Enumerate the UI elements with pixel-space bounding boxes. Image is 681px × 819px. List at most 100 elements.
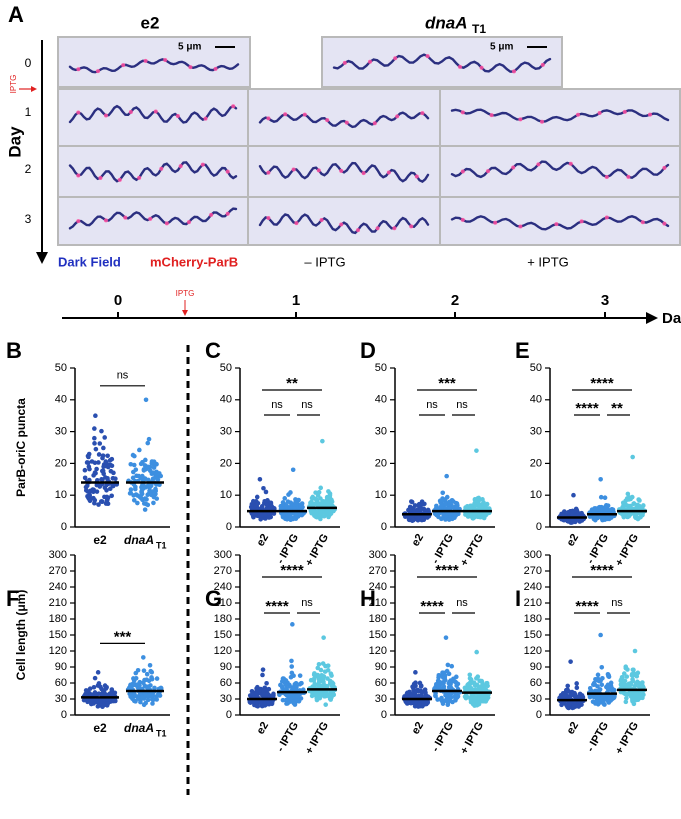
dot	[261, 691, 267, 697]
micrograph	[247, 196, 441, 246]
x-tick-label: - IPTG	[585, 720, 612, 754]
y-tick-label: 50	[375, 362, 387, 374]
dot	[87, 466, 92, 472]
dot	[468, 677, 474, 682]
x-tick-label: e2	[565, 532, 582, 549]
parb-focus	[536, 162, 541, 167]
dot-cloud	[618, 648, 647, 707]
dot	[441, 680, 446, 686]
dot	[95, 704, 101, 709]
parb-focus	[568, 161, 573, 166]
y-tick-label: 0	[381, 521, 387, 533]
dot	[477, 504, 482, 510]
dot	[320, 438, 325, 444]
parb-focus	[76, 110, 81, 115]
x-tick-label: - IPTG	[430, 532, 457, 566]
dot	[595, 672, 601, 678]
dot	[138, 475, 144, 481]
dot	[131, 682, 137, 688]
parb-focus	[375, 226, 380, 231]
dot	[422, 501, 427, 507]
dot	[153, 471, 158, 477]
dot	[619, 682, 624, 688]
dot	[411, 687, 417, 693]
significance-label: ns	[456, 399, 468, 411]
dot	[628, 496, 633, 502]
dot	[639, 694, 645, 699]
panel-letter: E	[515, 338, 530, 363]
y-tick-label: 20	[530, 457, 542, 469]
micrograph	[439, 145, 681, 198]
dot	[150, 697, 156, 703]
dot	[299, 501, 305, 506]
dot	[440, 701, 446, 706]
x-tick-label: - IPTG	[585, 532, 612, 566]
dot	[405, 690, 410, 696]
y-tick-label: 40	[530, 394, 542, 406]
parb-focus	[225, 211, 230, 216]
dot	[629, 672, 635, 678]
dot	[630, 699, 635, 704]
dot	[128, 487, 134, 492]
dot	[327, 678, 333, 684]
dot	[474, 649, 479, 655]
day-tick: 2	[25, 162, 32, 176]
dot	[153, 486, 158, 492]
dot	[254, 703, 260, 709]
y-tick-label: 210	[524, 597, 542, 609]
parb-focus	[128, 109, 133, 114]
dot	[101, 702, 107, 708]
significance-label: ns	[301, 597, 313, 609]
timeline-label: Day	[662, 310, 681, 327]
dot	[147, 484, 153, 490]
dot	[102, 683, 108, 688]
dot	[576, 694, 581, 700]
panel-letter: B	[6, 338, 22, 363]
parb-focus	[266, 170, 271, 175]
dot	[269, 699, 275, 704]
dot	[591, 680, 597, 686]
dot	[133, 675, 139, 681]
dot	[87, 477, 92, 483]
cell	[450, 215, 670, 231]
dot	[476, 498, 481, 504]
dot	[571, 702, 577, 708]
dot	[628, 681, 634, 687]
dot	[145, 440, 151, 446]
parb-focus	[622, 109, 627, 114]
dot	[286, 492, 291, 497]
dot-cloud	[126, 397, 164, 512]
legend-mcherry: mCherry-ParB	[150, 254, 238, 269]
dot	[145, 697, 151, 703]
parb-focus	[395, 114, 400, 119]
dot	[445, 662, 451, 668]
dot	[255, 500, 261, 506]
y-tick-label: 0	[226, 709, 232, 721]
y-tick-label: 90	[55, 661, 67, 673]
dot	[609, 507, 615, 512]
dot	[255, 684, 260, 690]
significance-label: ***	[114, 628, 132, 645]
cell	[258, 111, 430, 129]
dot	[594, 694, 600, 700]
y-tick-label: 300	[49, 549, 67, 561]
dot	[293, 686, 299, 692]
dot	[264, 502, 270, 508]
x-tick-label: e2	[410, 720, 427, 737]
dot	[132, 486, 138, 492]
dot	[447, 500, 453, 506]
dot	[87, 492, 92, 498]
parb-focus	[148, 216, 153, 221]
dot	[444, 668, 450, 674]
dot	[472, 501, 477, 506]
significance-label: **	[611, 400, 623, 417]
dot	[624, 695, 629, 701]
parb-focus	[420, 111, 425, 116]
parb-focus	[493, 220, 498, 225]
significance-label: ****	[575, 598, 599, 615]
parb-focus	[266, 116, 271, 121]
y-tick-label: 300	[369, 549, 387, 561]
y-tick-label: 180	[49, 613, 67, 625]
parb-focus	[96, 69, 100, 74]
x-tick-subscript: T1	[156, 728, 167, 738]
